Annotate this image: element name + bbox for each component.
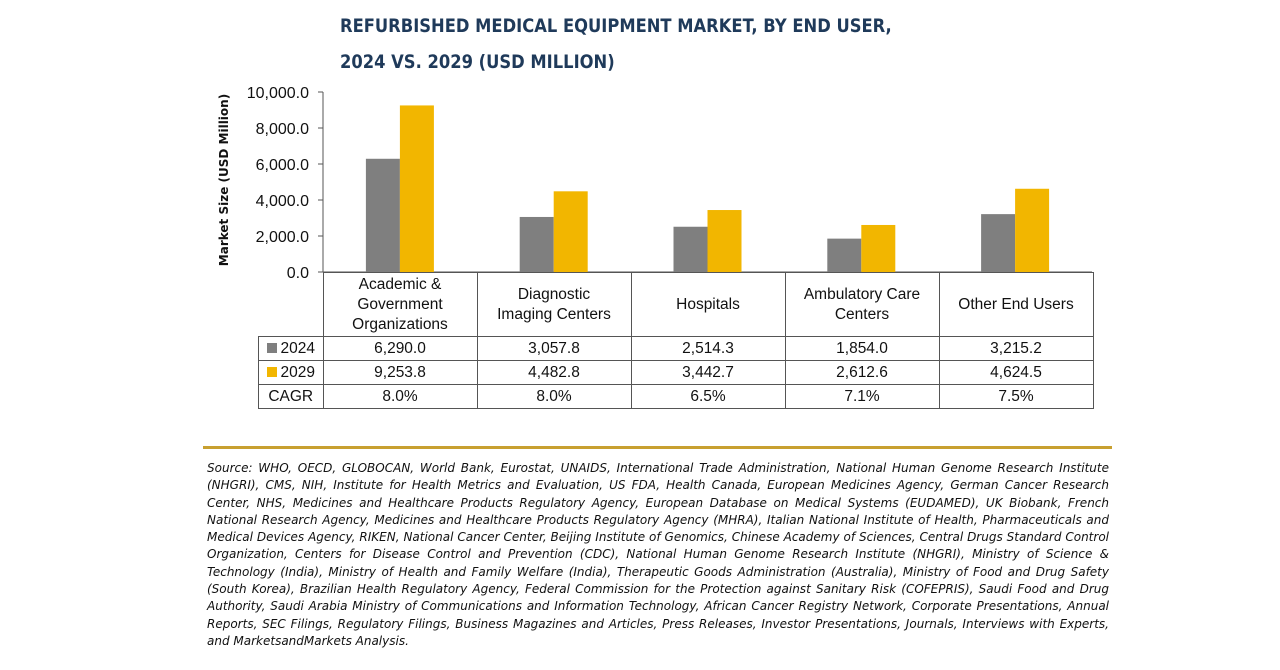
data-label: 4,482.8 xyxy=(476,360,632,385)
category-cell: Diagnostic Imaging Centers xyxy=(476,272,632,337)
y-tick-label: 4,000.0 xyxy=(256,193,309,210)
legend-entry-2024: 2024 xyxy=(258,336,324,361)
category-cell: Other End Users xyxy=(938,272,1094,337)
cagr-label: CAGR xyxy=(258,384,324,409)
bar-2024 xyxy=(673,226,708,272)
source-note: Source: WHO, OECD, GLOBOCAN, World Bank,… xyxy=(207,461,1109,648)
category-label-line: Academic & xyxy=(358,275,442,293)
table-corner xyxy=(258,272,324,337)
category-label-line: Hospitals xyxy=(676,295,740,313)
data-label: 2,514.3 xyxy=(630,336,786,361)
data-label: 2,612.6 xyxy=(784,360,940,385)
divider-rule xyxy=(203,446,1112,449)
category-label-line: Other End Users xyxy=(958,295,1074,313)
data-label: 9,253.8 xyxy=(322,360,478,385)
bar-2029 xyxy=(1015,188,1050,272)
series-row-2024: 2024 6,290.0 3,057.8 2,514.3 1,854.0 3,2… xyxy=(258,336,1094,361)
y-tick-label: 8,000.0 xyxy=(256,121,309,138)
data-label: 3,442.7 xyxy=(630,360,786,385)
category-label-line: Government xyxy=(357,295,443,313)
category-label-line: Centers xyxy=(834,305,890,323)
bar-2029 xyxy=(861,224,896,272)
y-tick-label: 2,000.0 xyxy=(256,229,309,246)
data-label: 1,854.0 xyxy=(784,336,940,361)
legend-label: 2024 xyxy=(280,339,315,357)
category-label-line: Organizations xyxy=(352,315,448,333)
category-cell: Academic & Government Organizations xyxy=(322,272,478,337)
bar-2029 xyxy=(553,191,588,272)
data-table: Academic & Government Organizations Diag… xyxy=(258,272,1094,409)
category-label-line: Imaging Centers xyxy=(497,305,611,323)
cagr-value: 7.1% xyxy=(784,384,940,409)
data-label: 6,290.0 xyxy=(322,336,478,361)
y-tick-label: 10,000.0 xyxy=(247,85,309,102)
category-row: Academic & Government Organizations Diag… xyxy=(258,272,1094,337)
y-tick-label: 6,000.0 xyxy=(256,157,309,174)
category-label-line: Diagnostic xyxy=(517,285,591,303)
bar-2024 xyxy=(981,214,1016,272)
legend-swatch-2029 xyxy=(266,366,277,377)
bar-2024 xyxy=(827,238,862,272)
category-cell: Hospitals xyxy=(630,272,786,337)
category-label-line: Ambulatory Care xyxy=(803,285,921,303)
series-row-2029: 2029 9,253.8 4,482.8 3,442.7 2,612.6 4,6… xyxy=(258,360,1094,385)
cagr-row: CAGR 8.0% 8.0% 6.5% 7.1% 7.5% xyxy=(258,384,1094,409)
chart-title-line-2: 2024 VS. 2029 (USD MILLION) xyxy=(340,51,615,73)
chart-title: REFURBISHED MEDICAL EQUIPMENT MARKET, BY… xyxy=(340,8,942,80)
cagr-value: 6.5% xyxy=(630,384,786,409)
cagr-value: 8.0% xyxy=(322,384,478,409)
legend-label: 2029 xyxy=(280,363,315,381)
bar-2029 xyxy=(399,105,434,272)
bar-2024 xyxy=(519,216,554,272)
bar-chart: 0.02,000.04,000.06,000.08,000.010,000.0 xyxy=(247,85,1092,282)
data-label: 3,057.8 xyxy=(476,336,632,361)
cagr-value: 8.0% xyxy=(476,384,632,409)
legend-entry-2029: 2029 xyxy=(258,360,324,385)
category-cell: Ambulatory Care Centers xyxy=(784,272,940,337)
cagr-value: 7.5% xyxy=(938,384,1094,409)
data-label: 3,215.2 xyxy=(938,336,1094,361)
legend-swatch-2024 xyxy=(266,342,277,353)
bar-2024 xyxy=(365,158,400,272)
chart-title-line-1: REFURBISHED MEDICAL EQUIPMENT MARKET, BY… xyxy=(340,15,892,37)
bar-2029 xyxy=(707,210,742,272)
data-label: 4,624.5 xyxy=(938,360,1094,385)
